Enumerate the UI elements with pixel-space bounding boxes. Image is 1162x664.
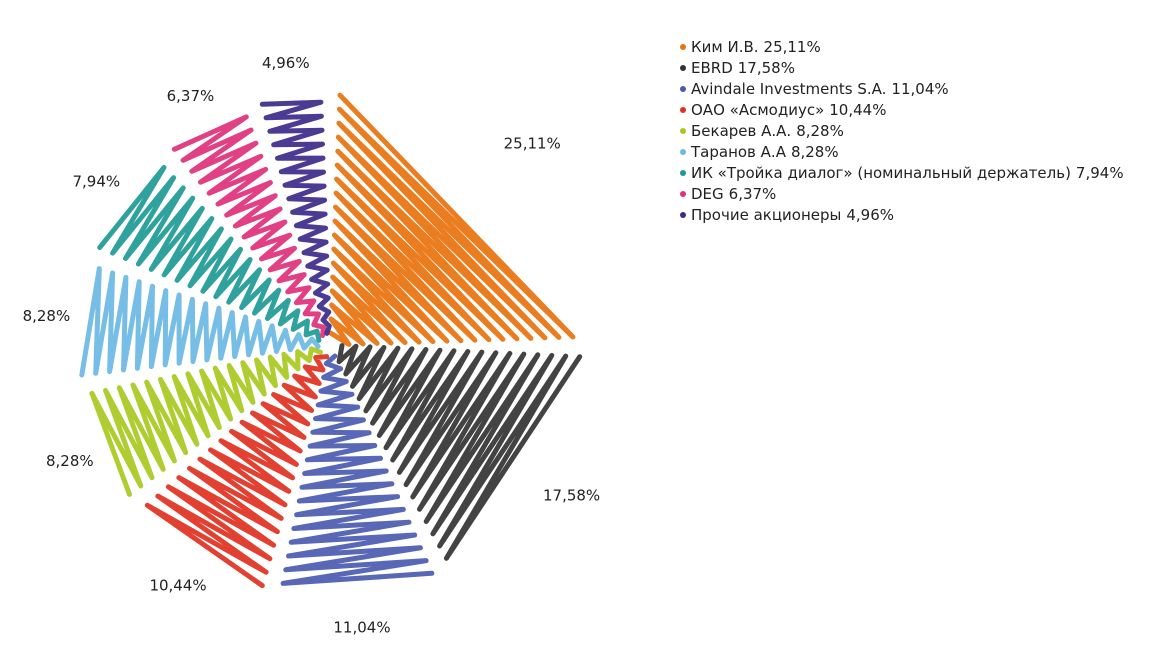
legend-name: DEG — [691, 185, 724, 203]
slice-label: 7,94% — [72, 172, 120, 190]
legend-entry: ИК «Тройка диалог» (номинальный держател… — [691, 164, 1124, 182]
legend-name: ИК «Тройка диалог» (номинальный держател… — [691, 164, 1071, 182]
legend-marker — [680, 212, 686, 218]
legend-name: Avindale Investments S.A. — [691, 80, 886, 98]
legend-entry: Avindale Investments S.A. 11,04% — [691, 80, 949, 98]
legend-marker — [680, 107, 686, 113]
legend-name: Ким И.В. — [691, 38, 759, 56]
legend-marker — [680, 191, 686, 197]
slice-label: 8,28% — [23, 307, 71, 325]
legend-value: 11,04% — [891, 80, 948, 98]
chart: 25,11% 17,58% 11,04% 10,44% 8,28% 8,28% 7,94% 6… — [0, 0, 1162, 664]
legend-name: Прочие акционеры — [691, 206, 841, 224]
legend-value: 17,58% — [738, 59, 795, 77]
legend-marker — [680, 170, 686, 176]
legend-name: Бекарев А.А. — [691, 122, 791, 140]
legend-marker — [680, 128, 686, 134]
legend-entry: Бекарев А.А. 8,28% — [691, 122, 844, 140]
legend-value: 25,11% — [764, 38, 821, 56]
legend-marker — [680, 86, 686, 92]
slice-label: 8,28% — [46, 452, 94, 470]
legend-name: EBRD — [691, 59, 733, 77]
legend-name: Таранов А.А — [690, 143, 787, 161]
legend-entry: Ким И.В. 25,11% — [691, 38, 821, 56]
slice-label: 17,58% — [543, 487, 600, 505]
slice-label: 25,11% — [504, 135, 561, 153]
legend-name: ОАО «Асмодиус» — [691, 101, 824, 119]
legend-marker — [680, 149, 686, 155]
slice-label: 6,37% — [167, 87, 215, 105]
slice-label: 4,96% — [262, 54, 310, 72]
legend-value: 6,37% — [729, 185, 777, 203]
legend-value: 10,44% — [829, 101, 886, 119]
legend-marker — [680, 44, 686, 50]
legend-value: 7,94% — [1076, 164, 1124, 182]
legend-marker — [680, 65, 686, 71]
legend-value: 8,28% — [791, 143, 839, 161]
legend-entry: Прочие акционеры 4,96% — [691, 206, 894, 224]
legend-entry: ОАО «Асмодиус» 10,44% — [691, 101, 886, 119]
legend-entry: EBRD 17,58% — [691, 59, 795, 77]
slice-label: 10,44% — [149, 577, 206, 595]
legend-value: 4,96% — [846, 206, 894, 224]
slice-label: 11,04% — [333, 619, 390, 637]
legend-value: 8,28% — [796, 122, 844, 140]
wedge — [331, 95, 573, 344]
legend-entry: DEG 6,37% — [691, 185, 776, 203]
